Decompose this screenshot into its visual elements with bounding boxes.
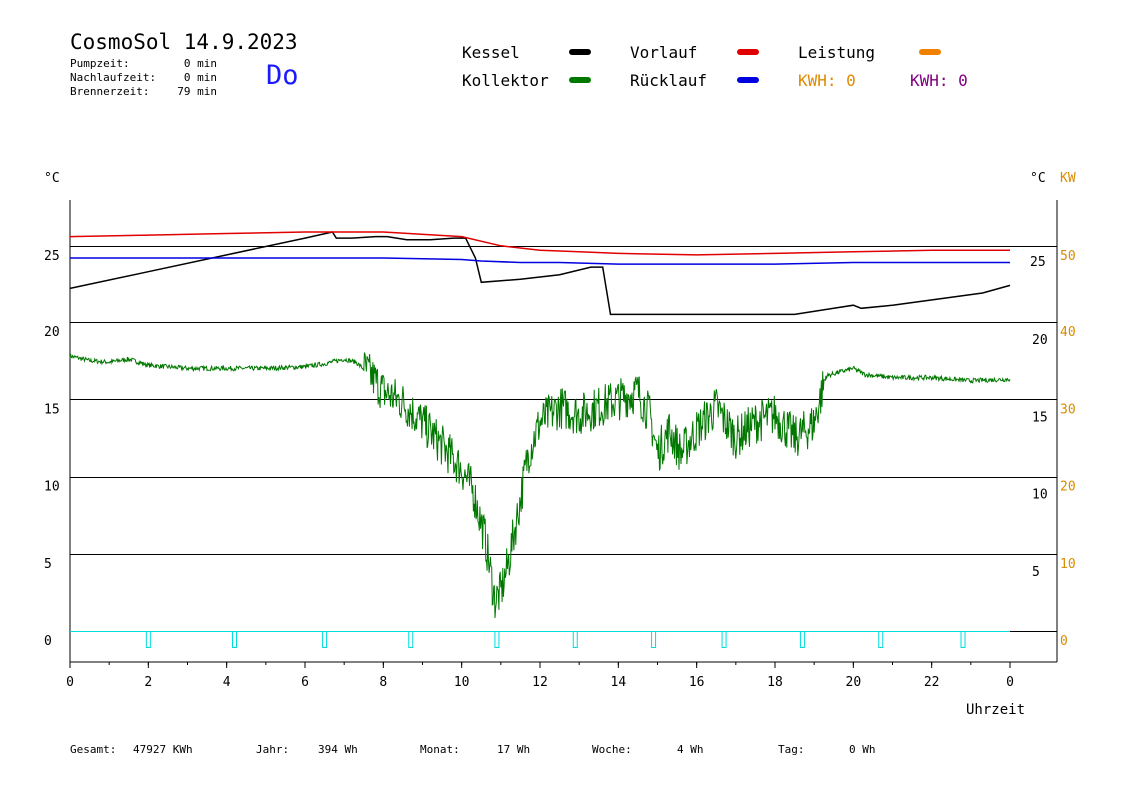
legend-label-vorlauf: Vorlauf [630, 43, 698, 62]
right-tick-label: 15 [1032, 410, 1048, 425]
stat-label-pumpzeit: Pumpzeit: [70, 57, 130, 70]
pump-marker [494, 631, 500, 648]
x-tick-label: 8 [379, 675, 387, 690]
footer-label-monat: Monat: [420, 743, 460, 756]
right-tick-label: 10 [1032, 488, 1048, 503]
right-tick-label: 25 [1030, 255, 1046, 270]
x-tick-label: 0 [1006, 675, 1014, 690]
legend-label-kollektor: Kollektor [462, 71, 549, 90]
weekday-label: Do [266, 60, 299, 91]
footer-label-woche: Woche: [592, 743, 632, 756]
right-axis-kw-unit: KW [1060, 171, 1076, 186]
kw-tick-label: 30 [1060, 402, 1076, 417]
x-tick-label: 2 [144, 675, 152, 690]
pump-marker [572, 631, 578, 648]
x-tick-label: 10 [454, 675, 470, 690]
pump-marker [145, 631, 151, 648]
footer-value-gesamt: 47927 KWh [133, 743, 193, 756]
series-line-rcklauf [70, 257, 1010, 265]
footer-value-jahr: 394 Wh [318, 743, 358, 756]
left-tick-label: 10 [44, 480, 60, 495]
kwh-purple-label: KWH: 0 [910, 71, 968, 90]
x-tick-label: 18 [767, 675, 783, 690]
footer-value-woche: 4 Wh [677, 743, 704, 756]
stat-value-nachlaufzeit: 0 min [183, 71, 217, 84]
page-title: CosmoSol 14.9.2023 [70, 30, 298, 54]
stat-label-brennerzeit: Brennerzeit: [70, 85, 150, 98]
pump-marker [878, 631, 884, 648]
left-axis-unit: °C [44, 171, 60, 186]
stat-value-brennerzeit: 79 min [177, 85, 217, 98]
kw-tick-label: 10 [1060, 557, 1076, 572]
x-tick-label: 6 [301, 675, 309, 690]
series-line-kessel [69, 231, 1011, 316]
footer-value-tag: 0 Wh [849, 743, 876, 756]
pump-marker [408, 631, 414, 648]
kw-tick-label: 40 [1060, 325, 1076, 340]
x-tick-label: 0 [66, 675, 74, 690]
left-tick-label: 20 [44, 325, 60, 340]
pump-marker [799, 631, 805, 648]
left-tick-label: 25 [44, 249, 60, 264]
series-line-kollektor [69, 351, 1011, 619]
x-tick-label: 20 [846, 675, 862, 690]
stat-value-pumpzeit: 0 min [183, 57, 217, 70]
x-axis-label: Uhrzeit [966, 702, 1025, 718]
left-tick-label: 15 [44, 402, 60, 417]
footer-label-gesamt: Gesamt: [70, 743, 117, 756]
kw-tick-label: 50 [1060, 249, 1076, 264]
footer-value-monat: 17 Wh [497, 743, 531, 756]
left-tick-label: 5 [44, 557, 52, 572]
x-tick-label: 4 [223, 675, 231, 690]
kw-tick-label: 0 [1060, 634, 1068, 649]
stat-label-nachlaufzeit: Nachlaufzeit: [70, 71, 157, 84]
footer-label-tag: Tag: [778, 743, 805, 756]
kwh-orange-label: KWH: 0 [798, 71, 856, 90]
kw-tick-label: 20 [1060, 480, 1076, 495]
x-tick-label: 16 [689, 675, 705, 690]
pump-marker [651, 631, 657, 648]
legend-label-ruecklauf: Rücklauf [630, 71, 708, 90]
legend-label-kessel: Kessel [462, 43, 520, 62]
x-tick-label: 12 [532, 675, 548, 690]
x-tick-label: 14 [611, 675, 627, 690]
series-line-vorlauf [69, 231, 1010, 256]
right-tick-label: 20 [1032, 333, 1048, 348]
pump-marker [322, 631, 328, 648]
pump-marker [721, 631, 727, 648]
x-tick-label: 22 [924, 675, 940, 690]
pump-marker [960, 631, 966, 648]
footer-label-jahr: Jahr: [256, 743, 290, 756]
right-axis-unit: °C [1030, 171, 1046, 186]
pump-marker [232, 631, 237, 648]
right-tick-label: 5 [1032, 565, 1040, 580]
legend-label-leistung: Leistung [798, 43, 876, 62]
left-tick-label: 0 [44, 634, 52, 649]
